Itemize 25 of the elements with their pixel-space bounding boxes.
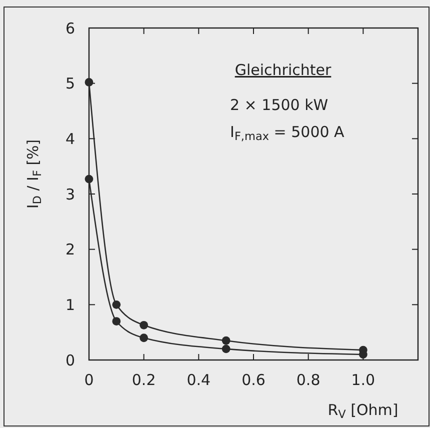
point <box>84 78 94 86</box>
x-axis-title: R$_{V}$ [Ohm] <box>328 401 398 421</box>
y-tick-label: 1 <box>65 296 75 314</box>
point <box>140 334 148 342</box>
x-tick-label: 0.4 <box>186 371 211 389</box>
annotation: Gleichrichter <box>234 61 332 79</box>
y-tick-label: 0 <box>65 351 75 370</box>
x-tick-label: 0 <box>84 371 94 389</box>
annotation: 2 × 1500 kW <box>230 96 328 114</box>
point <box>84 174 94 184</box>
point <box>222 336 230 345</box>
point <box>112 300 121 309</box>
point <box>112 317 121 326</box>
x-tick-label: 0.8 <box>296 371 320 389</box>
point <box>140 320 148 330</box>
x-tick-label: 1.0 <box>351 371 376 389</box>
x-tick-label: 0.2 <box>132 371 156 389</box>
annotation: I$_{F,max}$ = 5000 A <box>230 123 346 143</box>
y-tick-label: 4 <box>65 130 75 148</box>
y-tick-label: 3 <box>65 185 75 204</box>
x-tick-label: 0.6 <box>242 371 266 389</box>
y-tick-label: 6 <box>65 19 75 38</box>
y-tick-label: 2 <box>65 240 75 259</box>
y-tick-label: 5 <box>65 74 75 93</box>
point <box>222 344 230 354</box>
